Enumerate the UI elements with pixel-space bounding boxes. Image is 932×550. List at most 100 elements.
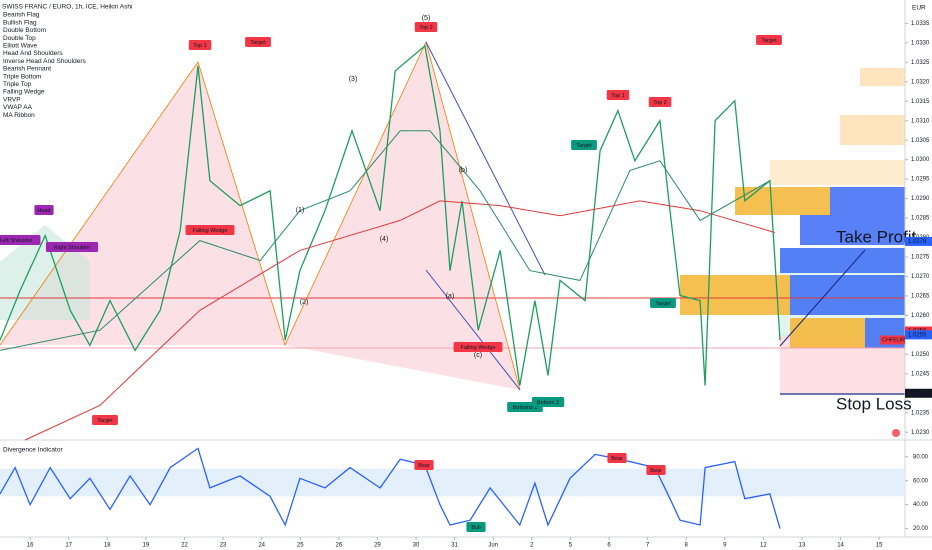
pattern-badge	[34, 205, 54, 215]
x-tick-label: 25	[297, 543, 304, 549]
x-tick-label: 9	[723, 543, 727, 549]
indicator-name: VWAP AA	[3, 104, 33, 111]
wave-label: (2)	[300, 299, 309, 306]
x-tick-label: 5	[569, 543, 573, 549]
pattern-label: Bear	[650, 468, 662, 474]
vp-bar	[735, 187, 830, 215]
pattern-label: Top 2	[653, 100, 666, 106]
wave-label: (b)	[459, 167, 468, 174]
pattern-label: Top 2	[419, 25, 432, 31]
indicator-name: Double Bottom	[3, 27, 46, 34]
pattern-badge	[0, 235, 41, 245]
x-tick-label: 12	[760, 543, 767, 549]
indicator-name: Bearish Pennant	[3, 66, 51, 73]
pattern-label: Bear	[611, 456, 623, 462]
wedge-lines	[425, 41, 546, 391]
y-tick-label: 1.0285	[911, 216, 930, 222]
indicator-name: Elliott Wave	[3, 43, 37, 50]
pattern-badge	[607, 453, 627, 463]
vp-bar	[790, 275, 905, 315]
x-tick-label: 7	[646, 543, 650, 549]
y-tick-label: 1.0295	[911, 177, 930, 183]
y-tick-label: 1.0305	[911, 138, 930, 144]
pattern-label: Bottom 2	[537, 400, 559, 406]
wave-label: (1)	[296, 207, 305, 214]
pattern-badge	[606, 90, 630, 100]
pattern-label: Bottoms 1	[513, 405, 538, 411]
pattern-badge	[45, 242, 99, 252]
x-tick-label: 22	[181, 543, 188, 549]
price-label: 1.0255	[908, 332, 927, 338]
x-tick-label: 19	[143, 543, 150, 549]
pattern-badge	[531, 397, 565, 407]
y-tick-label: 1.0275	[911, 255, 930, 261]
vp-bar	[800, 215, 905, 245]
x-tick-label: 15	[876, 543, 883, 549]
y-tick-label: 20.00	[913, 526, 929, 532]
wave-label: (4)	[380, 236, 389, 243]
vp-bar	[680, 275, 790, 315]
alert-dot[interactable]	[892, 429, 900, 437]
wave-label: (a)	[446, 293, 455, 300]
pattern-label: Right Shoulder	[54, 245, 91, 251]
y-tick-label: 1.0265	[911, 294, 930, 300]
y-tick-label: 1.0330	[911, 40, 930, 46]
series-line	[24, 200, 776, 441]
y-tick-label: 1.0250	[911, 352, 930, 358]
x-tick-label: 2	[530, 543, 534, 549]
price-badge	[905, 236, 932, 246]
pattern-label: Target	[250, 40, 266, 46]
y-tick-label: 1.0260	[911, 313, 930, 319]
x-tick-label: 31	[451, 543, 458, 549]
x-tick-label: 23	[220, 543, 227, 549]
price-badge	[905, 388, 932, 398]
pattern-badge	[756, 35, 782, 45]
indicator-name: VRVP	[3, 96, 21, 103]
x-tick-label: 26	[336, 543, 343, 549]
trend-line	[779, 249, 866, 347]
y-tick-label: 1.0310	[911, 118, 930, 124]
y-tick-label: 1.0235	[911, 410, 930, 416]
indicator-name: Falling Wedge	[3, 89, 45, 96]
y-tick-label: 1.0230	[911, 430, 930, 436]
price-label: 1.0240	[908, 391, 927, 397]
x-tick-label: 13	[799, 543, 806, 549]
wave-label: (3)	[349, 76, 358, 83]
pattern-label: Top 1	[611, 93, 624, 99]
series-line	[0, 130, 771, 351]
pattern-label: Target	[655, 301, 671, 307]
pattern-label: Target	[97, 418, 113, 424]
pattern-badge	[466, 522, 486, 532]
indicator-title: Divergence Indicator	[3, 447, 63, 454]
x-tick-label: 14	[837, 543, 844, 549]
pattern-badge	[414, 22, 438, 32]
y-tick-label: 1.0290	[911, 196, 930, 202]
pattern-badge	[188, 40, 212, 50]
x-tick-label: 8	[685, 543, 689, 549]
vp-bar	[770, 160, 905, 185]
x-tick-label: 6	[607, 543, 611, 549]
y-tick-label: 1.0315	[911, 99, 930, 105]
pattern-label: Falling Wedge	[460, 345, 495, 351]
symbol-badge	[880, 335, 905, 345]
pattern-badge	[453, 342, 503, 352]
pattern-label: Falling Wedge	[192, 228, 227, 234]
x-tick-label: 16	[27, 543, 34, 549]
pattern-badge	[571, 140, 597, 150]
indicator-name: Bullish Flag	[3, 19, 37, 26]
vp-bar	[840, 115, 905, 145]
vp-bar	[860, 68, 905, 86]
pattern-label: Head	[37, 208, 50, 214]
stop-loss: Stop Loss	[836, 394, 912, 413]
y-tick-label: 40.00	[913, 502, 929, 508]
x-tick-label: 29	[374, 543, 381, 549]
symbol-title: SWISS FRANC / EURO, 1h, ICE, Heikin Ashi	[2, 4, 132, 11]
y-tick-label: 60.00	[913, 478, 929, 484]
pattern-badge	[92, 415, 118, 425]
pattern-badge	[185, 225, 235, 235]
x-tick-label: Jun	[488, 543, 498, 549]
pattern-area	[285, 42, 520, 390]
indicator-name: MA Ribbon	[3, 112, 35, 119]
wave-label: (5)	[422, 15, 431, 22]
